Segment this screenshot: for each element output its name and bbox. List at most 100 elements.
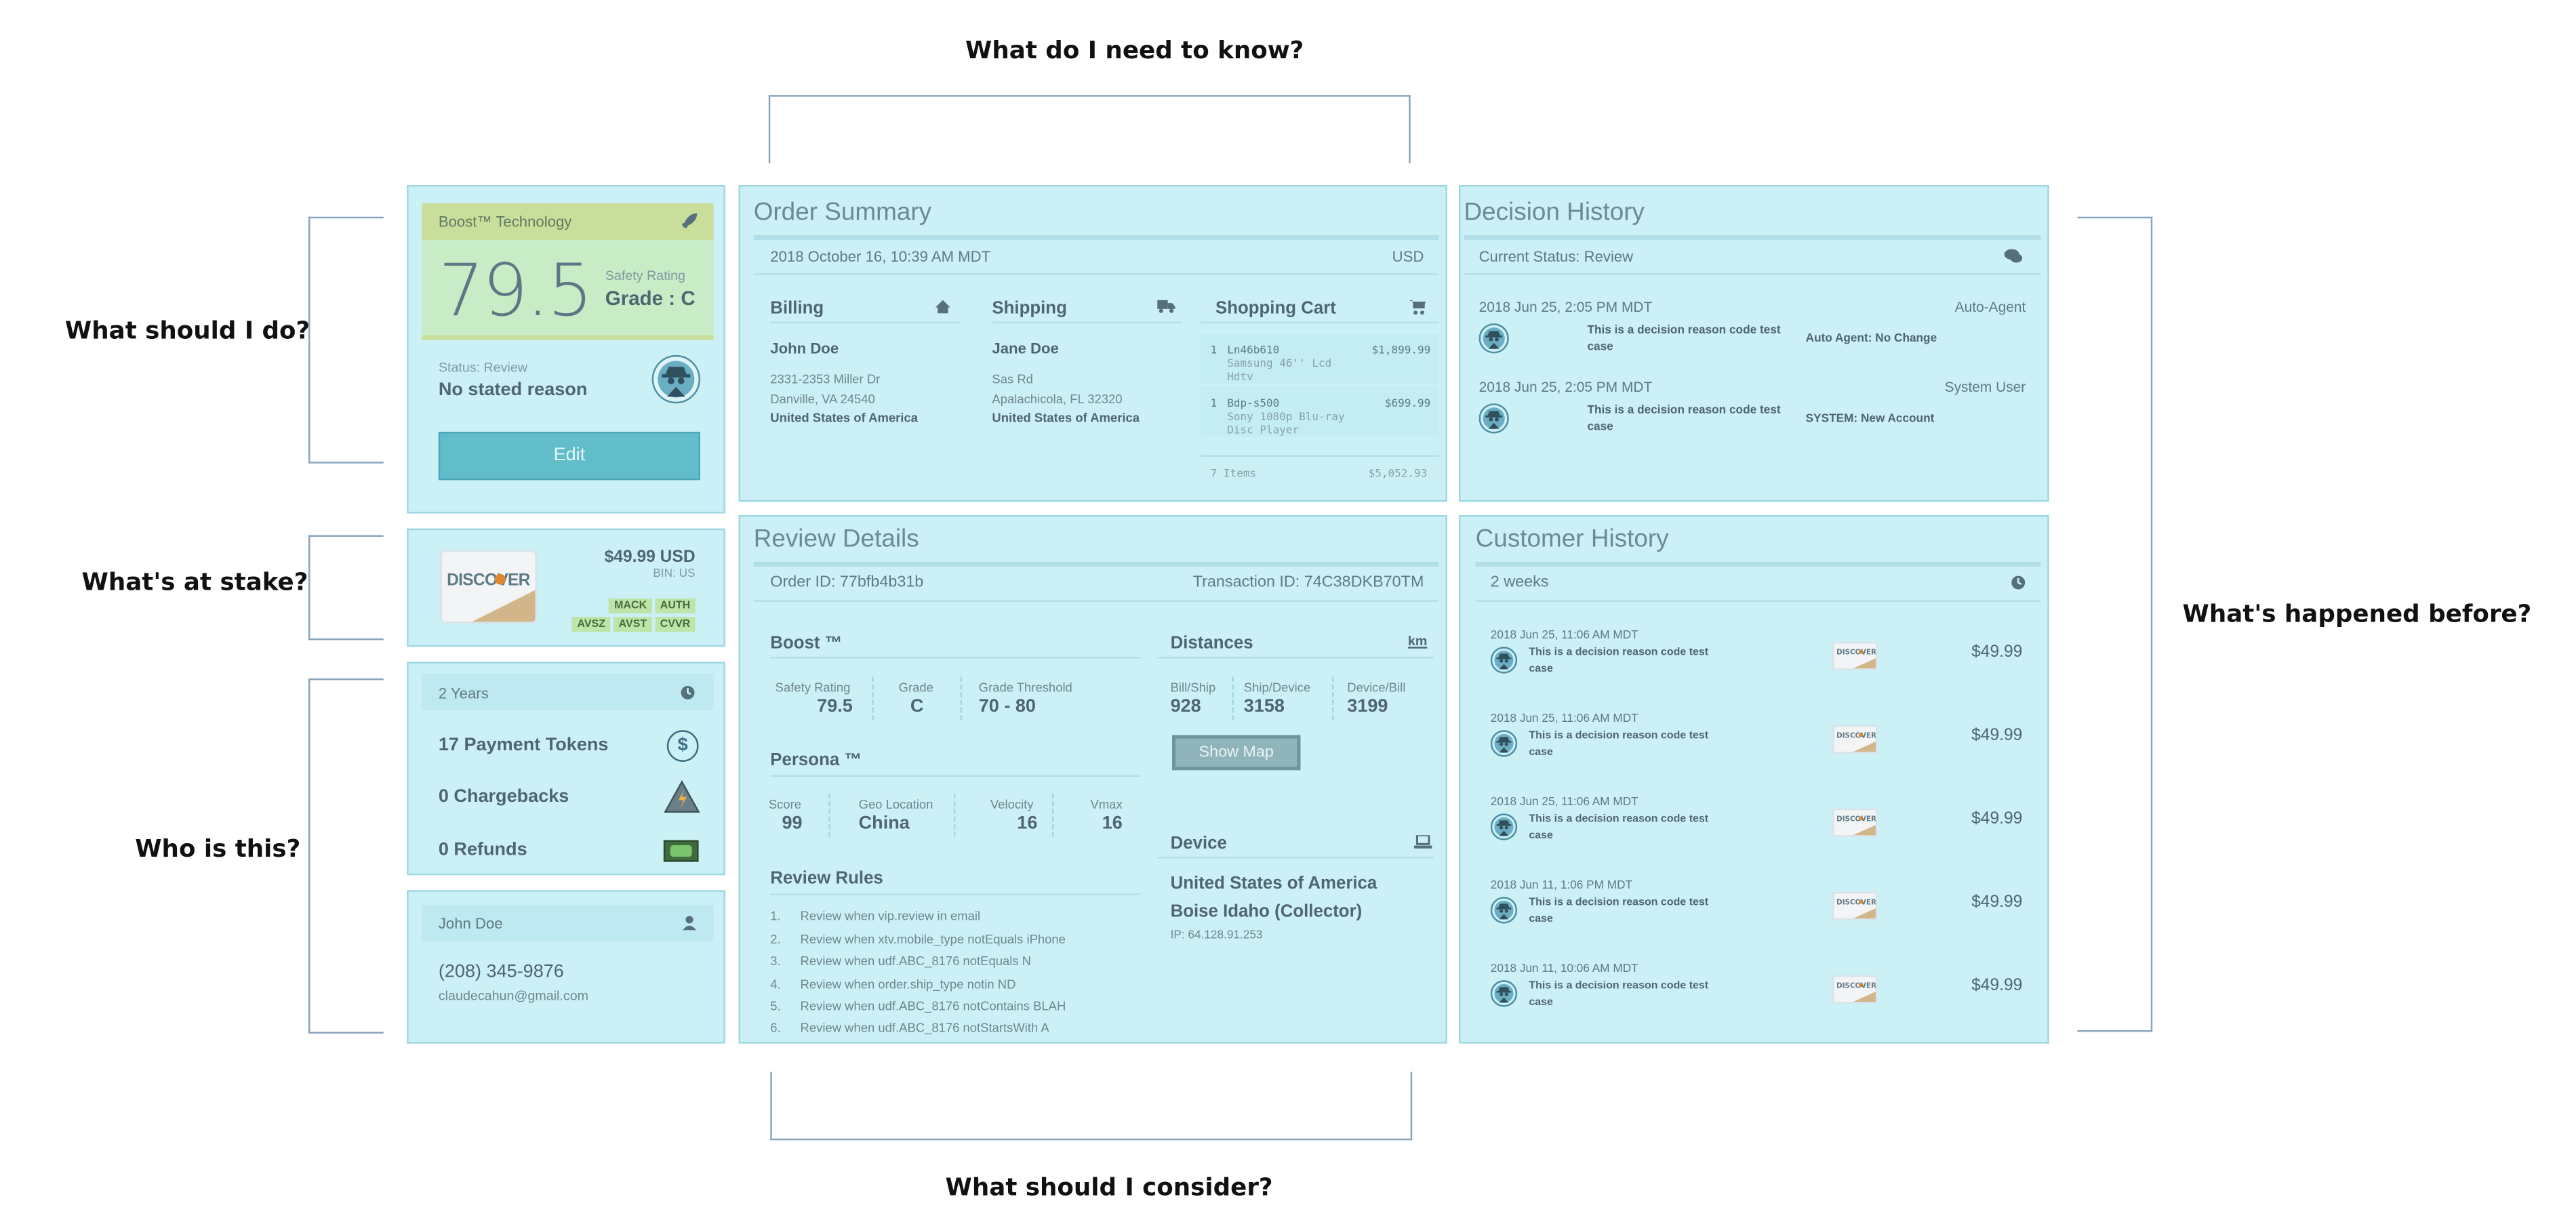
decision-agent: Auto-Agent (1954, 298, 2026, 315)
agent-avatar-icon (1490, 897, 1518, 924)
rules-title: Review Rules (770, 868, 883, 889)
column-divider (1332, 676, 1334, 720)
rule-number: 3. (770, 953, 781, 969)
discover-card-icon: DISCOVER (1832, 725, 1878, 754)
metric-value: 99 (782, 813, 803, 834)
show-map-button[interactable]: Show Map (1172, 735, 1301, 771)
bracket-line (308, 535, 384, 537)
device-city: Boise Idaho (Collector) (1170, 901, 1363, 922)
decision-reason: This is a decision reason code test case (1587, 325, 1781, 353)
row-separator (1200, 455, 1439, 457)
history-reason: This is a decision reason code test case (1529, 813, 1709, 841)
metric-label: Vmax (1090, 796, 1123, 812)
cart-count: 7 Items (1210, 466, 1257, 481)
column-divider (953, 793, 956, 837)
distance-unit-toggle[interactable]: km (1407, 633, 1428, 649)
tag: CVVR (655, 617, 696, 632)
agent-avatar-icon (651, 354, 700, 404)
cash-icon (663, 840, 699, 862)
row-separator (1156, 657, 1434, 659)
metric-label: Grade (898, 680, 933, 695)
history-row[interactable]: 2018 Jun 25, 11:06 AM MDT This is a decis… (1461, 630, 2048, 707)
truck-icon (1157, 300, 1175, 317)
cart-item-sku: Bdp-s500 (1227, 396, 1280, 411)
bracket-line (308, 216, 384, 219)
cart-icon (1409, 300, 1426, 319)
device-ip: IP: 64.128.91.253 (1170, 930, 1263, 942)
history-row[interactable]: 2018 Jun 11, 1:06 PM MDT This is a decisi… (1461, 880, 2048, 957)
comments-icon (2004, 248, 2023, 266)
history-row[interactable]: 2018 Jun 25, 11:06 AM MDT This is a decis… (1461, 714, 2048, 790)
row-separator (992, 321, 1182, 324)
decision-history-title: Decision History (1464, 198, 1645, 227)
refunds-stat: 0 Refunds (438, 840, 527, 861)
cart-item-desc: Samsung 46'' Lcd (1227, 357, 1332, 371)
distance-label: Device/Bill (1347, 680, 1406, 695)
metric-value: C (910, 697, 924, 717)
billing-name: John Doe (770, 340, 839, 357)
cart-item-desc: Sony 1080p Blu-ray (1227, 410, 1345, 424)
decision-date: 2018 Jun 25, 2:05 PM MDT (1478, 298, 1653, 315)
row-separator (1200, 321, 1439, 324)
transaction-id: Transaction ID: 74C38DKB70TM (1192, 573, 1424, 592)
distance-label: Ship/Device (1243, 680, 1311, 695)
bracket-right (2150, 216, 2153, 1032)
billing-country: United States of America (770, 410, 918, 426)
boost-score-box (422, 240, 714, 337)
metric-value: 79.5 (817, 697, 853, 717)
contact-panel: John Doe (208) 345-9876 claudecahun@gmai… (407, 890, 725, 1044)
billing-line1: 2331-2353 Miller Dr (770, 371, 881, 387)
clock-icon (680, 685, 695, 704)
tags-row-1: MACK AUTH (606, 587, 696, 617)
cart-item-price: $699.99 (1384, 396, 1431, 411)
bracket-bottom (770, 1138, 1413, 1141)
cart-item-desc: Hdtv (1227, 370, 1253, 384)
history-row[interactable]: 2018 Jun 25, 11:06 AM MDT This is a decis… (1461, 797, 2048, 874)
svg-text:DISCOVER: DISCOVER (1836, 898, 1876, 906)
chargebacks-stat: 0 Chargebacks (438, 786, 569, 807)
column-divider (1232, 676, 1234, 720)
discover-card-icon: DISCOVER (1832, 975, 1878, 1004)
agent-avatar-icon (1490, 647, 1518, 674)
review-details-panel: Review Details Order ID: 77bfb4b31b Tran… (738, 514, 1447, 1044)
shipping-line1: Sas Rd (992, 371, 1033, 387)
edit-button[interactable]: Edit (438, 432, 700, 481)
shipping-title: Shipping (992, 298, 1067, 319)
rule-item: Review when order.ship_type notin ND (800, 977, 1016, 992)
history-date: 2018 Jun 11, 1:06 PM MDT (1490, 880, 1633, 892)
status-label: Status: Review (438, 360, 528, 375)
order-id: Order ID: 77bfb4b31b (770, 573, 924, 592)
history-amount: $49.99 (1971, 810, 2023, 829)
boost-panel: Boost™ Technology 79.5 Safety Rating Gra… (407, 185, 725, 514)
order-summary-title: Order Summary (753, 198, 932, 227)
row-separator (1475, 600, 2041, 602)
status-reason: No stated reason (438, 380, 588, 401)
column-divider (872, 676, 874, 720)
metric-label: Score (768, 796, 802, 812)
discover-card-icon: DISCOVER (440, 550, 537, 624)
metric-value: China (858, 813, 910, 834)
history-row[interactable]: 2018 Jun 11, 10:06 AM MDT This is a decis… (1461, 964, 2048, 1040)
cart-item: 1 Bdp-s500 Sony 1080p Blu-ray Disc Playe… (1200, 386, 1439, 437)
bin-label: BIN: US (653, 568, 696, 580)
bracket-top (768, 95, 1411, 97)
agent-avatar-icon (1490, 730, 1518, 757)
history-reason: This is a decision reason code test case (1529, 897, 1709, 924)
metric-value: 16 (1102, 813, 1123, 834)
bracket-line (308, 678, 384, 680)
history-amount: $49.99 (1971, 727, 2023, 746)
metric-label: Grade Threshold (978, 680, 1072, 695)
billing-title: Billing (770, 298, 824, 319)
bracket-top-left (768, 95, 771, 164)
decision-note: SYSTEM: New Account (1805, 413, 1935, 426)
device-country: United States of America (1170, 873, 1377, 894)
question-should-do: What should I do? (64, 318, 310, 346)
rule-number: 2. (770, 931, 781, 947)
contact-email[interactable]: claudecahun@gmail.com (438, 988, 589, 1004)
bracket-top-right (1409, 95, 1411, 164)
dollar-icon: $ (666, 730, 699, 762)
history-reason: This is a decision reason code test case (1529, 730, 1709, 758)
clock-icon (2011, 575, 2026, 594)
question-who-is: Who is this? (135, 836, 301, 864)
